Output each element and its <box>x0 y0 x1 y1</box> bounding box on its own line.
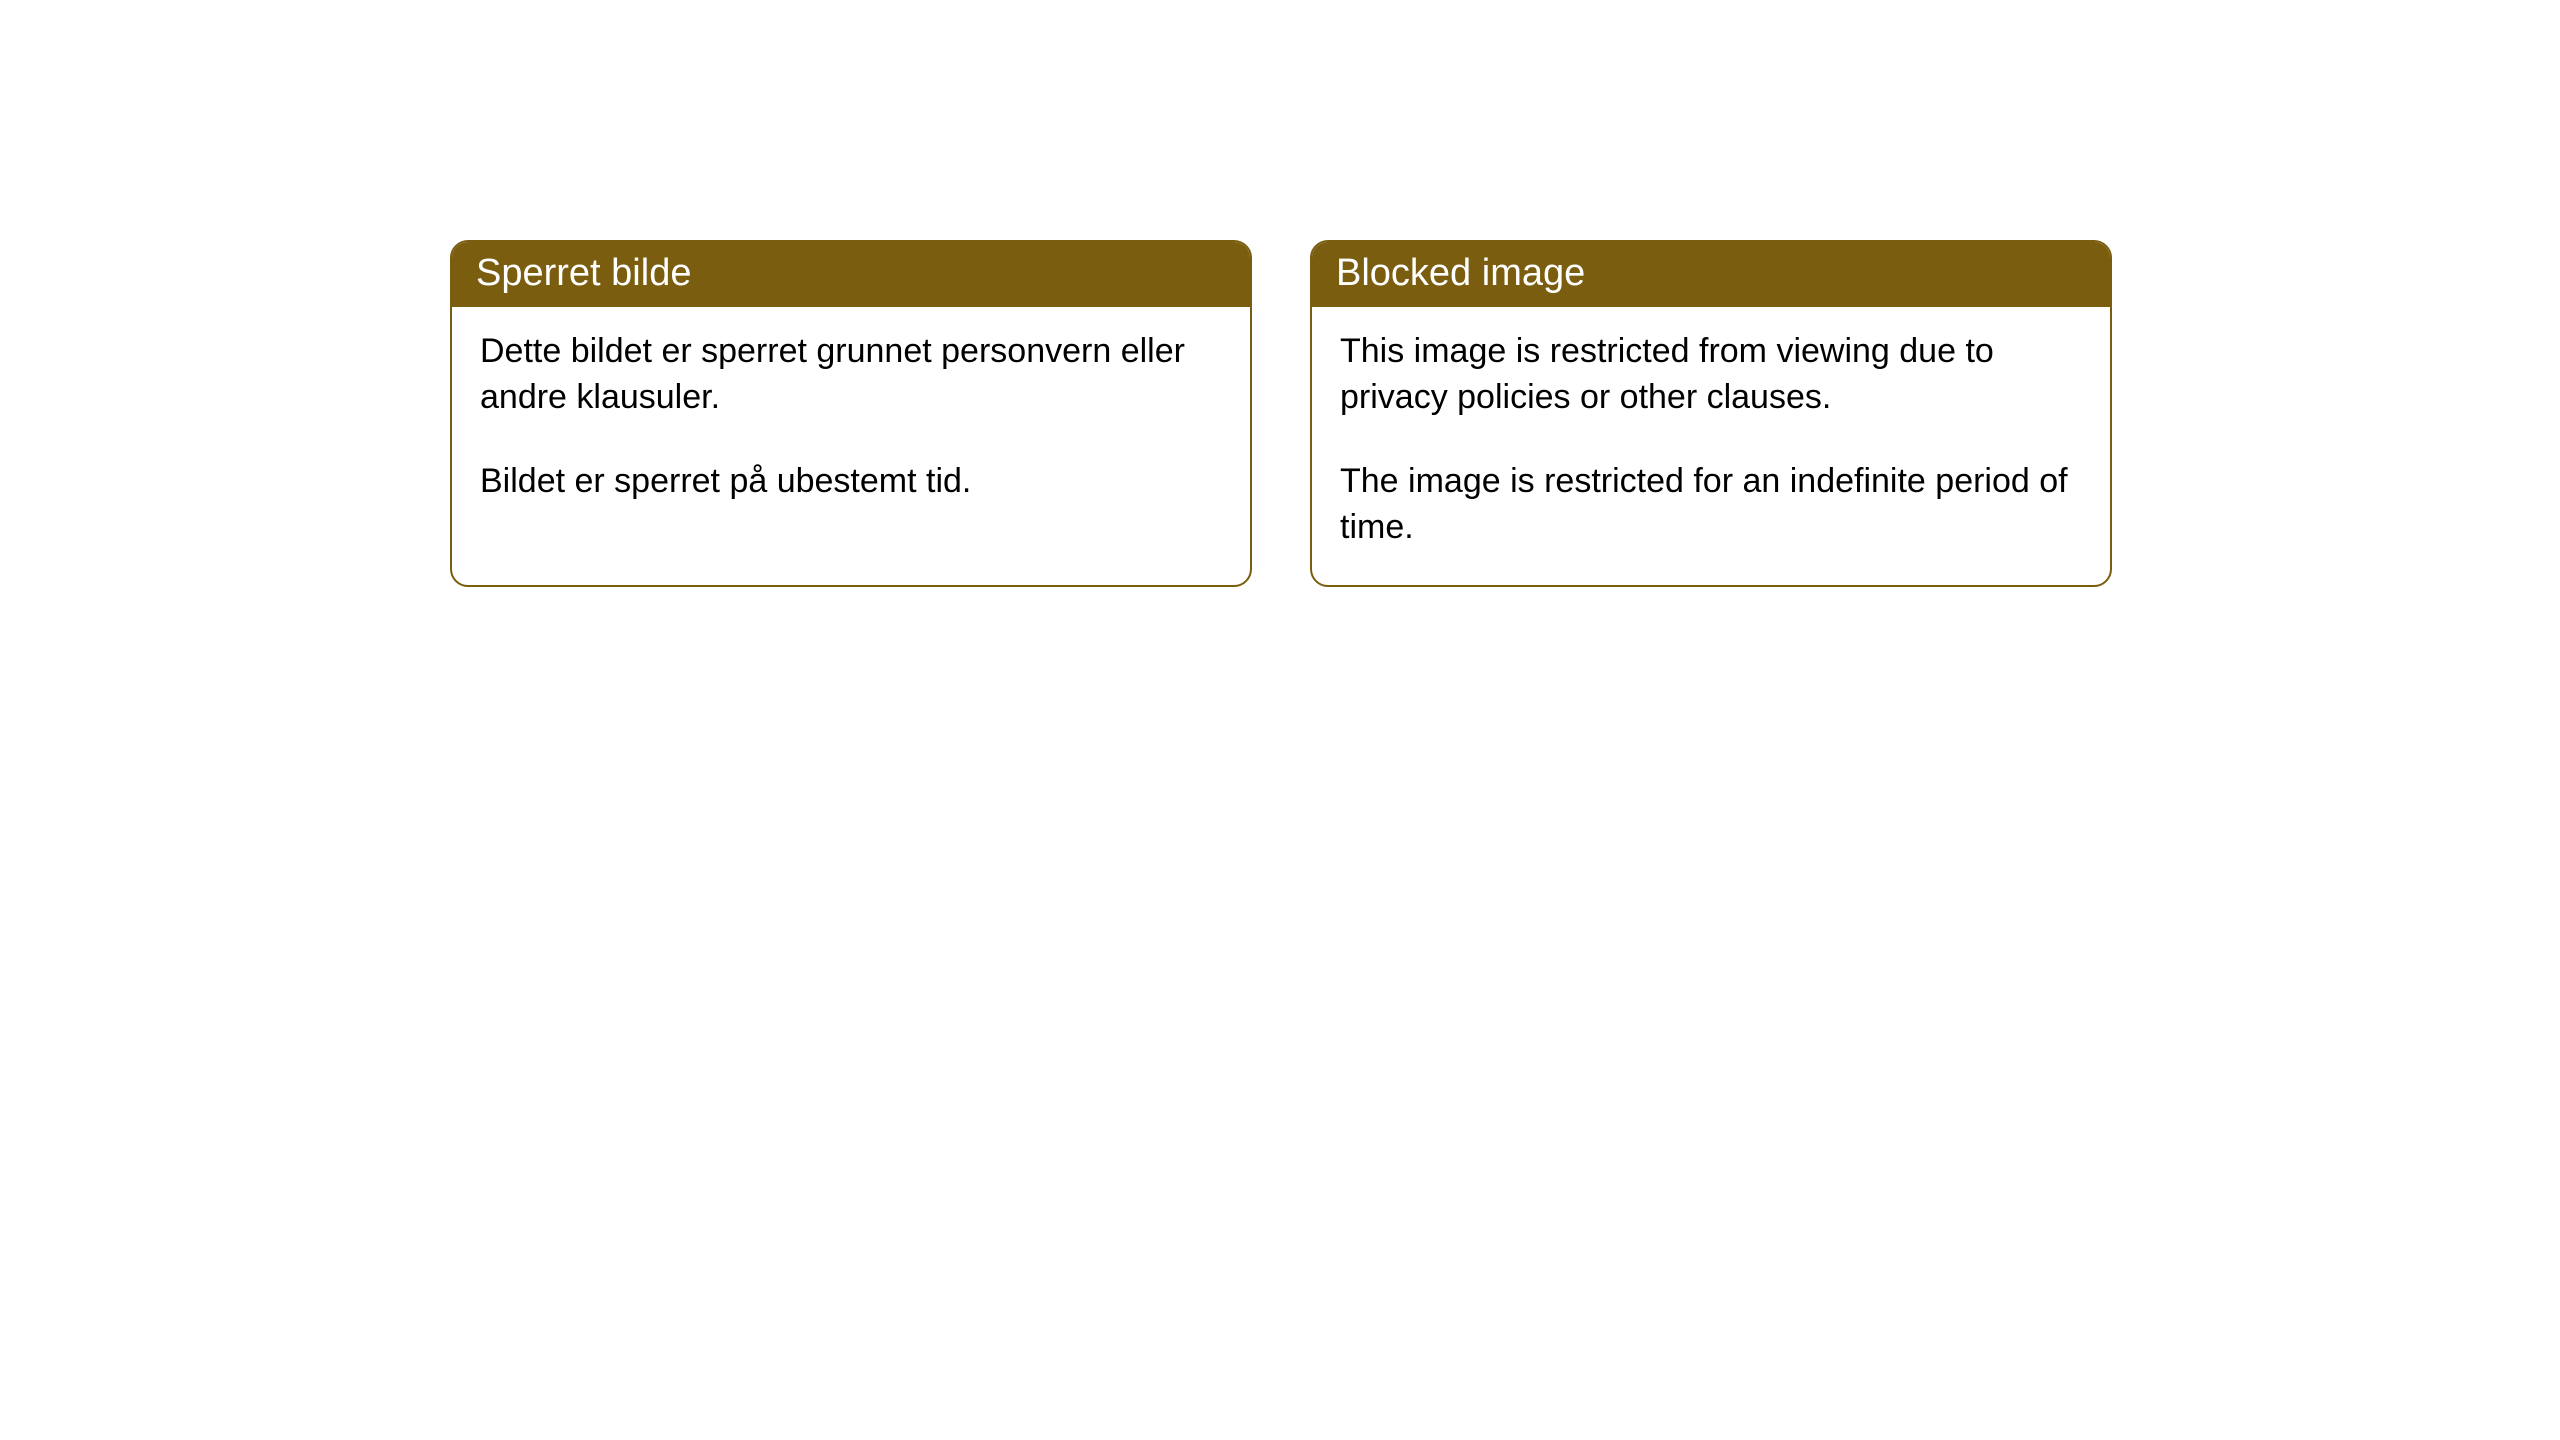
card-header: Sperret bilde <box>452 242 1250 307</box>
card-english: Blocked image This image is restricted f… <box>1310 240 2112 587</box>
card-body: This image is restricted from viewing du… <box>1312 307 2110 585</box>
card-header: Blocked image <box>1312 242 2110 307</box>
card-text-1: Dette bildet er sperret grunnet personve… <box>480 329 1222 421</box>
card-body: Dette bildet er sperret grunnet personve… <box>452 307 1250 539</box>
card-title: Sperret bilde <box>476 252 691 294</box>
card-title: Blocked image <box>1336 252 1585 294</box>
card-text-1: This image is restricted from viewing du… <box>1340 329 2082 421</box>
cards-container: Sperret bilde Dette bildet er sperret gr… <box>450 240 2112 587</box>
card-norwegian: Sperret bilde Dette bildet er sperret gr… <box>450 240 1252 587</box>
card-text-2: The image is restricted for an indefinit… <box>1340 459 2082 551</box>
card-text-2: Bildet er sperret på ubestemt tid. <box>480 459 1222 505</box>
